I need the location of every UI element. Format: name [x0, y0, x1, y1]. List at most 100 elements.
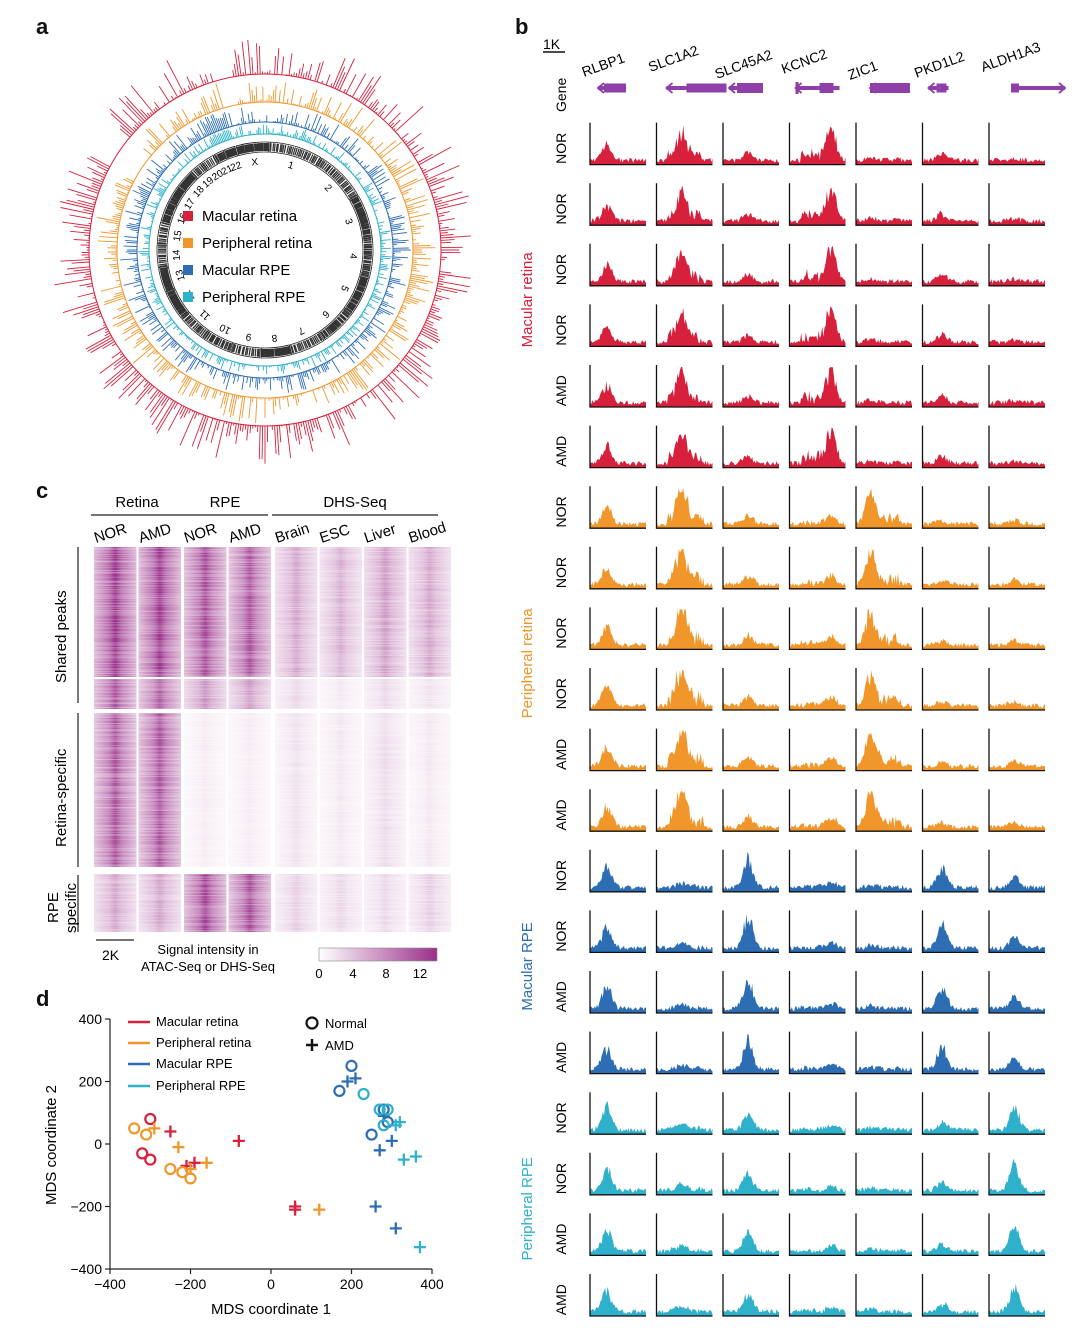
track-signal-slc45a2 — [723, 1229, 779, 1256]
chromosome-label-10: 10 — [218, 321, 233, 336]
track-signal-aldh1a3 — [989, 758, 1045, 771]
chromosome-6 — [319, 308, 353, 341]
point-amd-peripheral-retina — [172, 1141, 185, 1154]
legend-swatch-macular-retina — [183, 211, 193, 221]
point-amd-peripheral-retina — [313, 1203, 326, 1216]
legend-macular-retina: Macular retina — [202, 208, 298, 225]
track-signal-slc45a2 — [723, 631, 779, 650]
track-signal-rlbp1 — [590, 923, 646, 953]
track-axes — [921, 304, 979, 348]
track-axes — [722, 668, 779, 711]
heatmap-texture — [228, 875, 271, 932]
track-signal-pkd1l2 — [922, 760, 979, 771]
track-axes — [722, 1274, 779, 1317]
legend-peripheral-rpe: Peripheral RPE — [202, 289, 305, 306]
track-signal-pkd1l2 — [922, 1302, 979, 1316]
track-signal-aldh1a3 — [989, 576, 1045, 589]
heatmap-texture — [184, 679, 227, 709]
heatmap-texture — [319, 877, 362, 932]
track-signal-rlbp1 — [590, 204, 646, 226]
track-axes — [921, 607, 979, 651]
track-signal-zic1 — [856, 732, 912, 771]
gene-exon — [604, 83, 626, 93]
heatmap-block — [94, 874, 137, 932]
heatmap-column-4 — [228, 546, 271, 932]
track-signal-slc45a2 — [723, 914, 779, 953]
point-amd-peripheral-rpe — [397, 1153, 410, 1166]
heatmap-block — [275, 874, 318, 932]
row-condition-label: NOR — [553, 678, 569, 709]
track-axes — [988, 1092, 1045, 1135]
track-axes — [788, 971, 846, 1014]
mds-ticks: −400 −200 0 200 400 400 200 0 −200 −400 — [70, 1011, 443, 1292]
row-condition-label: AMD — [553, 739, 569, 770]
track-signal-slc45a2 — [723, 1170, 779, 1195]
point-amd-peripheral-retina — [184, 1163, 197, 1175]
y-tick-label: −200 — [70, 1199, 102, 1215]
circos-track-4 — [138, 124, 392, 375]
track-signal-slc45a2 — [723, 851, 779, 892]
chromosome-12 — [165, 288, 190, 319]
row-condition-label: NOR — [553, 133, 569, 164]
track-signal-aldh1a3 — [989, 399, 1045, 407]
track-row-19: AMD — [553, 1213, 1045, 1257]
chromosome-8 — [260, 344, 293, 359]
track-signal-slc45a2 — [723, 272, 779, 286]
track-axes — [788, 365, 846, 408]
track-signal-slc45a2 — [723, 812, 779, 832]
track-signal-slc45a2 — [723, 693, 779, 710]
chromosome-X — [235, 141, 270, 157]
track-axes — [855, 1092, 912, 1135]
track-axes — [655, 971, 713, 1014]
track-signal-zic1 — [856, 488, 912, 529]
track-signal-pkd1l2 — [922, 518, 979, 529]
track-axes — [788, 1031, 846, 1075]
gene-label-pkd1l2: PKD1L2 — [912, 48, 967, 81]
track-axes — [988, 122, 1045, 166]
point-normal-peripheral-retina — [128, 1122, 141, 1135]
track-axes — [921, 668, 979, 711]
track-axes — [921, 183, 979, 226]
track-axes — [988, 910, 1045, 954]
panel-label-d: d — [36, 986, 50, 1011]
row-label-specific: specific — [63, 882, 80, 933]
track-axes — [655, 243, 713, 287]
track-signal-kcnc2 — [789, 694, 846, 710]
point-amd-peripheral-retina — [200, 1156, 213, 1169]
gene-label-rlbp1: RLBP1 — [580, 50, 627, 80]
point-normal-peripheral-retina — [164, 1162, 177, 1176]
track-axes — [988, 1152, 1045, 1196]
group-label-macular-retina: Macular retina — [519, 252, 536, 348]
track-signal-slc45a2 — [723, 1033, 779, 1074]
track-rows: NOR NOR NOR NOR AMD AMD NOR NOR NOR NOR AMD AMD NOR N… — [553, 122, 1045, 1317]
track-axes — [589, 849, 646, 893]
track-axes — [855, 1213, 912, 1257]
track-axes — [788, 183, 846, 226]
gene-label-slc45a2: SLC45A2 — [713, 46, 775, 82]
track-signal-slc1a2 — [656, 791, 713, 832]
track-signal-aldh1a3 — [989, 935, 1045, 953]
circos-legend: Macular retina Peripheral retina Macular… — [183, 208, 313, 306]
track-signal-slc1a2 — [656, 1002, 713, 1013]
track-signal-rlbp1 — [590, 1100, 646, 1135]
chromosome-bands — [231, 344, 260, 357]
track-row-12: AMD — [553, 789, 1045, 832]
track-signal-rlbp1 — [590, 1045, 646, 1074]
track-signal-pkd1l2 — [922, 1119, 979, 1135]
row-condition-label: NOR — [553, 1163, 569, 1194]
track-axes — [988, 607, 1045, 651]
gene-model-slc1a2 — [665, 82, 727, 94]
track-signal-kcnc2 — [789, 513, 846, 529]
chromosome-16 — [160, 202, 178, 224]
track-axes — [855, 1274, 912, 1317]
heatmap-block — [319, 874, 362, 932]
track-axes — [988, 971, 1045, 1014]
y-tick-label: −400 — [70, 1261, 102, 1277]
track-axes — [589, 1031, 646, 1075]
point-normal-peripheral-rpe — [373, 1103, 386, 1116]
chromosome-label-15: 15 — [172, 229, 185, 242]
row-condition-label: AMD — [553, 799, 569, 830]
chromosome-label-3: 3 — [342, 217, 354, 226]
chromosome-bands — [350, 196, 372, 238]
track-signal-slc1a2 — [656, 488, 713, 529]
